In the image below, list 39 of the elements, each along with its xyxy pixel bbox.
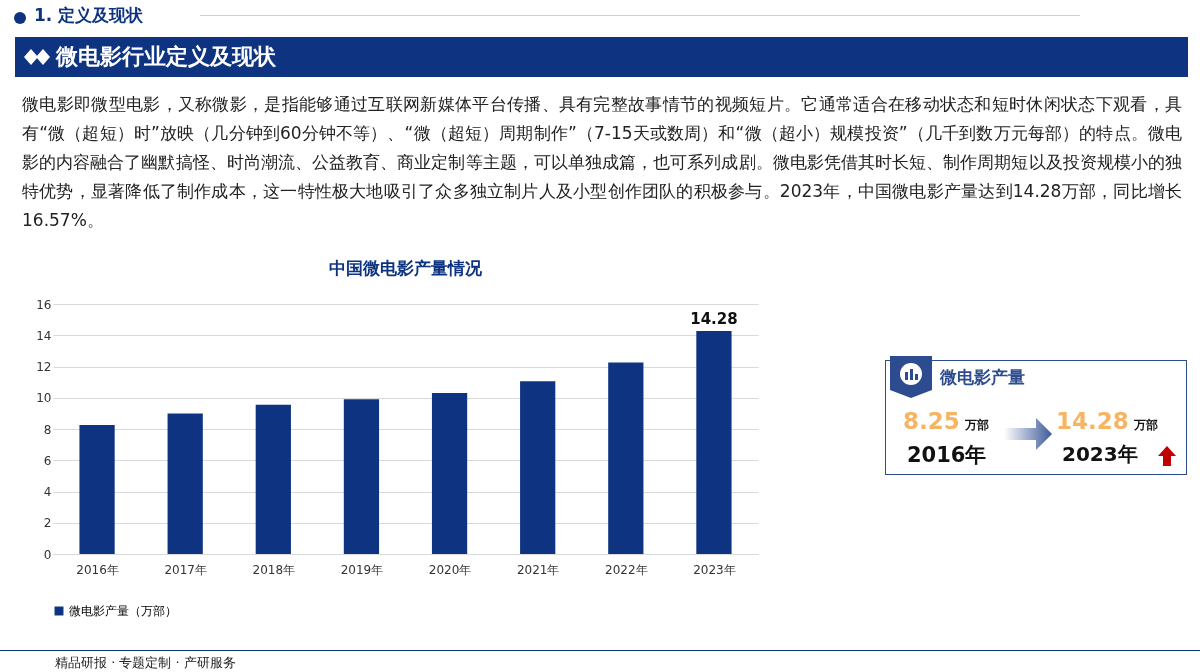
text: 微电影产量	[940, 366, 1025, 389]
text: 精品研报 · 专题定制 · 产研服务	[55, 654, 236, 672]
y-tick-label: 10	[36, 391, 52, 406]
x-tick-label: 2016年	[76, 562, 119, 577]
text: 万部	[964, 418, 989, 432]
x-tick-label: 2022年	[605, 562, 648, 577]
x-tick-label: 2017年	[164, 562, 207, 577]
y-tick-label: 4	[43, 485, 52, 499]
bar	[343, 399, 380, 554]
text: 8.25	[903, 408, 960, 434]
y-tick-label: 12	[36, 360, 52, 374]
y-tick-label: 14	[36, 328, 52, 343]
bar	[255, 404, 291, 554]
x-tick-label: 2018年	[252, 562, 296, 577]
x-tick-label: 2023年	[693, 562, 736, 577]
x-tick-label: 2019年	[340, 562, 384, 577]
text: 微电影即微型电影，又称微影，是指能够通过互联网新媒体平台传播、具有完整故事情节的视频短片。它通常适合在移动状态和短时休闲状态下观看，具有“微（超短）时”放映（几分钟到60分钟不等）、“微（超短）周期制作”（7-15天或数周）和“微（超小）规模投资”（几千到数万元每部）的特点。微电影的内容融合了幽默搞怪、时尚潮流、公益教育、商业定制等主题，可以单独成篇，也可系列成剧。微电影凭借其时长短、制作周期短以及投资规模小的独特优势，显著降低了制作成本，这一特性极大地吸引了众多独立制片人及小型创作团队的积极参与。2023年，中国微电影产量达到14.28万部，同比增长16.57%。	[22, 93, 1182, 232]
y-tick-label: 0	[43, 547, 52, 562]
x-tick-label: 2020年	[428, 562, 472, 577]
chart-title: 中国微电影产量情况	[329, 258, 483, 278]
bar	[520, 381, 556, 554]
bar	[431, 393, 468, 554]
x-tick-label: 2021年	[516, 562, 560, 577]
bar	[79, 425, 115, 554]
y-tick-label: 2	[43, 516, 52, 531]
bar	[608, 362, 644, 554]
y-tick-label: 16	[36, 297, 52, 312]
legend-label: 微电影产量（万部）	[69, 604, 177, 618]
text: 微电影行业定义及现状	[56, 43, 276, 71]
y-tick-label: 6	[43, 453, 52, 468]
text: 2016年	[907, 442, 987, 469]
text: 14.28	[1056, 408, 1129, 434]
bar	[167, 413, 203, 554]
data-label: 14.28	[690, 309, 738, 328]
y-tick-label: 8	[43, 422, 52, 437]
text: 1. 定义及现状	[34, 4, 144, 27]
bar	[696, 330, 732, 554]
text: 万部	[1133, 418, 1158, 432]
text: 2023年	[1062, 441, 1138, 468]
